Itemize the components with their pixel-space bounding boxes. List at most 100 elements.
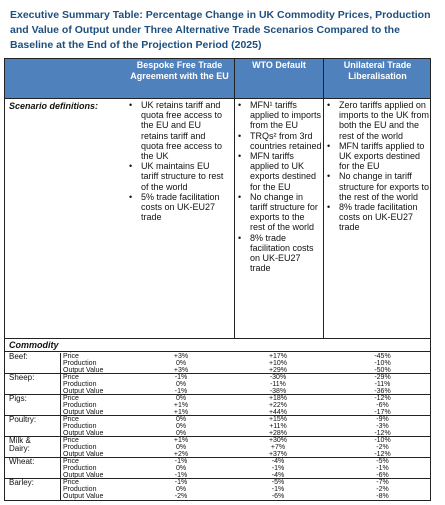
column-divider [323,59,324,339]
group-divider [60,395,61,415]
value-cell: +18% [268,395,288,402]
value-cell: +1% [173,409,189,416]
value-cell: -4% [271,458,285,465]
value-cell: 0% [175,381,187,388]
commodity-group: Pigs: Price 0% +18% -12% Production +1% +22% -6%… [5,395,430,416]
value-cell: -50% [374,367,391,374]
value-cell: -8% [376,493,389,500]
table-row: Output Value +2% +37% -12% [5,451,430,458]
summary-table: Bespoke Free Trade Agreement with the EU… [4,58,431,501]
value-cell: +37% [268,451,288,458]
definition-item: UK retains tariff and quota free access … [129,100,229,161]
value-cell: -6% [271,493,285,500]
commodity-group: Poultry: Price 0% +15% -9% Production 0% +11% -3… [5,416,430,437]
group-divider [60,437,61,457]
measure-label: Production [63,465,97,472]
value-cell: +1% [173,437,189,444]
definition-item: 8% trade facilitation costs on UK-EU27 t… [327,202,431,233]
value-cell: +29% [268,367,288,374]
value-cell: -11% [270,381,286,388]
commodity-name: Wheat: [9,457,35,466]
table-row: Price -1% -30% -29% [5,374,430,381]
group-divider [60,458,61,478]
value-cell: 0% [175,395,187,402]
table-row: Price 0% +18% -12% [5,395,430,402]
measure-label: Production [63,486,97,493]
value-cell: -1% [376,465,389,472]
measure-label: Price [63,395,79,402]
table-row: Production 0% +11% -3% [5,423,430,430]
value-cell: +17% [268,353,288,360]
measure-label: Production [63,423,97,430]
measure-label: Output Value [63,388,104,395]
value-cell: -10% [374,437,391,444]
measure-label: Price [63,437,79,444]
table-header: Bespoke Free Trade Agreement with the EU… [5,59,430,99]
header-unilateral-liberalisation: Unilateral Trade Liberalisation [343,60,412,81]
value-cell: -2% [376,486,389,493]
measure-label: Production [63,360,97,367]
definition-item: TRQs² from 3rd countries retained [238,131,322,151]
measure-label: Price [63,353,79,360]
definition-item: MFN tariffs applied to UK exports destin… [238,151,322,192]
table-row: Production 0% +7% -2% [5,444,430,451]
measure-label: Output Value [63,409,104,416]
value-cell: 0% [175,486,187,493]
value-cell: -45% [374,353,391,360]
measure-label: Output Value [63,367,104,374]
commodity-name: Milk & Dairy: [9,436,31,453]
value-cell: -1% [174,374,188,381]
group-divider [60,479,61,500]
value-cell: 0% [175,423,187,430]
table-row: Price +3% +17% -45% [5,353,430,360]
commodity-header: Commodity [5,339,430,352]
value-cell: -12% [374,451,391,458]
value-cell: -6% [376,472,389,479]
scenario-definitions-label: Scenario definitions: [9,101,99,111]
table-row: Production 0% -1% -1% [5,465,430,472]
value-cell: -1% [174,458,188,465]
commodity-name: Barley: [9,478,34,487]
table-row: Price -1% -5% -7% [5,479,430,486]
value-cell: -30% [269,374,287,381]
table-row: Price -1% -4% -5% [5,458,430,465]
measure-label: Production [63,444,97,451]
value-cell: +10% [268,360,288,367]
measure-label: Production [63,402,97,409]
value-cell: 0% [175,360,187,367]
scenario-definitions: Scenario definitions: UK retains tariff … [5,99,430,339]
value-cell: -11% [374,381,391,388]
value-cell: -1% [174,472,188,479]
value-cell: -2% [376,444,389,451]
measure-label: Production [63,381,97,388]
table-row: Production 0% +10% -10% [5,360,430,367]
value-cell: -6% [376,402,389,409]
value-cell: +15% [268,416,288,423]
value-cell: -9% [376,416,389,423]
commodity-name: Pigs: [9,394,27,403]
table-row: Output Value +3% +29% -50% [5,367,430,374]
table-row: Output Value -1% -4% -6% [5,472,430,479]
value-cell: +11% [269,423,287,430]
definition-item: MFN tariffs applied to UK exports destin… [327,141,431,172]
table-title: Executive Summary Table: Percentage Chan… [10,9,431,51]
value-cell: -1% [271,465,285,472]
measure-label: Output Value [63,451,104,458]
value-cell: -10% [374,360,391,367]
header-bespoke-fta: Bespoke Free Trade Agreement with the EU [130,60,229,81]
value-cell: +22% [268,402,288,409]
value-cell: +3% [173,353,189,360]
commodity-group: Sheep: Price -1% -30% -29% Production 0% -11% -1… [5,374,430,395]
definitions-wto-default: MFN¹ tariffs applied to imports from the… [238,100,322,273]
table-row: Production 0% -11% -11% [5,381,430,388]
definition-item: 8% trade facilitation costs on UK-EU27 t… [238,233,322,274]
value-cell: -36% [374,388,391,395]
definition-item: UK maintains EU tariff structure to rest… [129,161,229,192]
commodity-name: Poultry: [9,415,37,424]
value-cell: 0% [175,430,187,437]
table-row: Output Value +1% +44% -17% [5,409,430,416]
value-cell: -38% [269,388,287,395]
value-cell: -29% [374,374,391,381]
commodity-group: Barley: Price -1% -5% -7% Production 0% -1% -2% O… [5,479,430,500]
value-cell: -17% [374,409,391,416]
